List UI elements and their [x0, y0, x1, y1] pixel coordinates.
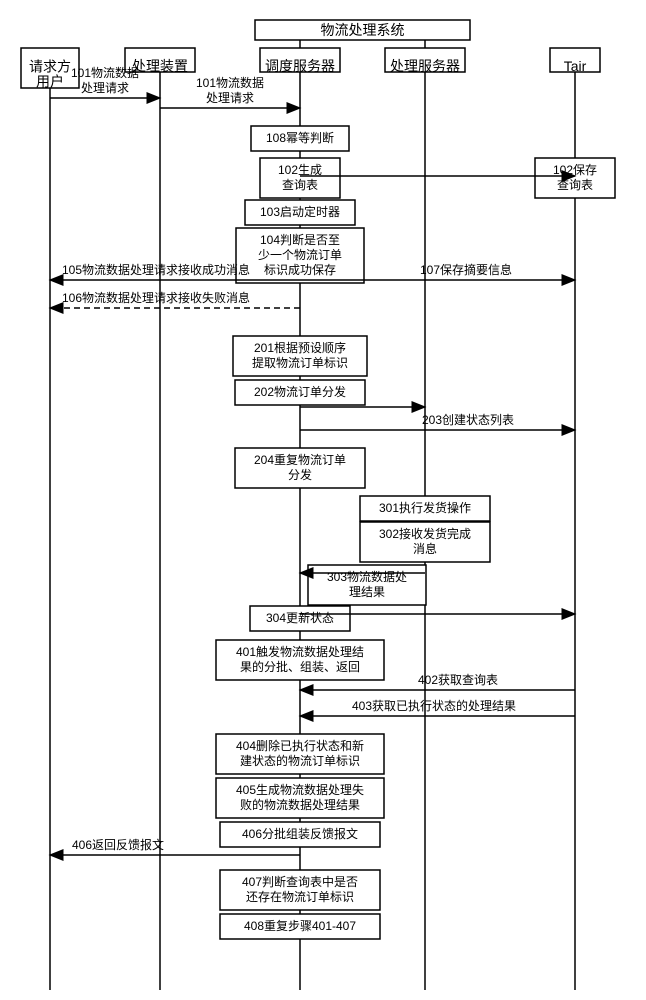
- svg-text:102保存查询表: 102保存查询表: [553, 163, 597, 192]
- svg-text:调度服务器: 调度服务器: [265, 58, 335, 74]
- svg-text:402获取查询表: 402获取查询表: [418, 673, 498, 687]
- svg-text:Tair: Tair: [564, 58, 587, 74]
- svg-text:物流处理系统: 物流处理系统: [321, 22, 405, 38]
- svg-text:403获取已执行状态的处理结果: 403获取已执行状态的处理结果: [352, 698, 516, 713]
- svg-text:406返回反馈报文: 406返回反馈报文: [72, 837, 164, 852]
- svg-text:108幂等判断: 108幂等判断: [266, 130, 334, 145]
- svg-text:103启动定时器: 103启动定时器: [260, 204, 340, 219]
- sequence-diagram: 物流处理系统请求方用户处理装置调度服务器处理服务器Tair108幂等判断102生…: [0, 0, 646, 1000]
- svg-text:408重复步骤401-407: 408重复步骤401-407: [244, 919, 356, 933]
- svg-text:107保存摘要信息: 107保存摘要信息: [420, 262, 512, 277]
- svg-text:106物流数据处理请求接收失败消息: 106物流数据处理请求接收失败消息: [62, 290, 250, 305]
- svg-text:203创建状态列表: 203创建状态列表: [422, 413, 514, 427]
- svg-text:406分批组装反馈报文: 406分批组装反馈报文: [242, 826, 358, 841]
- svg-text:104判断是否至少一个物流订单标识成功保存: 104判断是否至少一个物流订单标识成功保存: [258, 232, 342, 277]
- svg-text:105物流数据处理请求接收成功消息: 105物流数据处理请求接收成功消息: [62, 262, 250, 277]
- svg-text:101物流数据处理请求: 101物流数据处理请求: [71, 65, 139, 95]
- svg-text:202物流订单分发: 202物流订单分发: [254, 384, 346, 399]
- svg-text:处理装置: 处理装置: [132, 58, 188, 74]
- svg-text:102生成查询表: 102生成查询表: [278, 163, 322, 192]
- svg-text:101物流数据处理请求: 101物流数据处理请求: [196, 75, 264, 105]
- svg-text:处理服务器: 处理服务器: [390, 58, 460, 74]
- svg-text:301执行发货操作: 301执行发货操作: [379, 500, 471, 515]
- svg-text:304更新状态: 304更新状态: [266, 610, 334, 625]
